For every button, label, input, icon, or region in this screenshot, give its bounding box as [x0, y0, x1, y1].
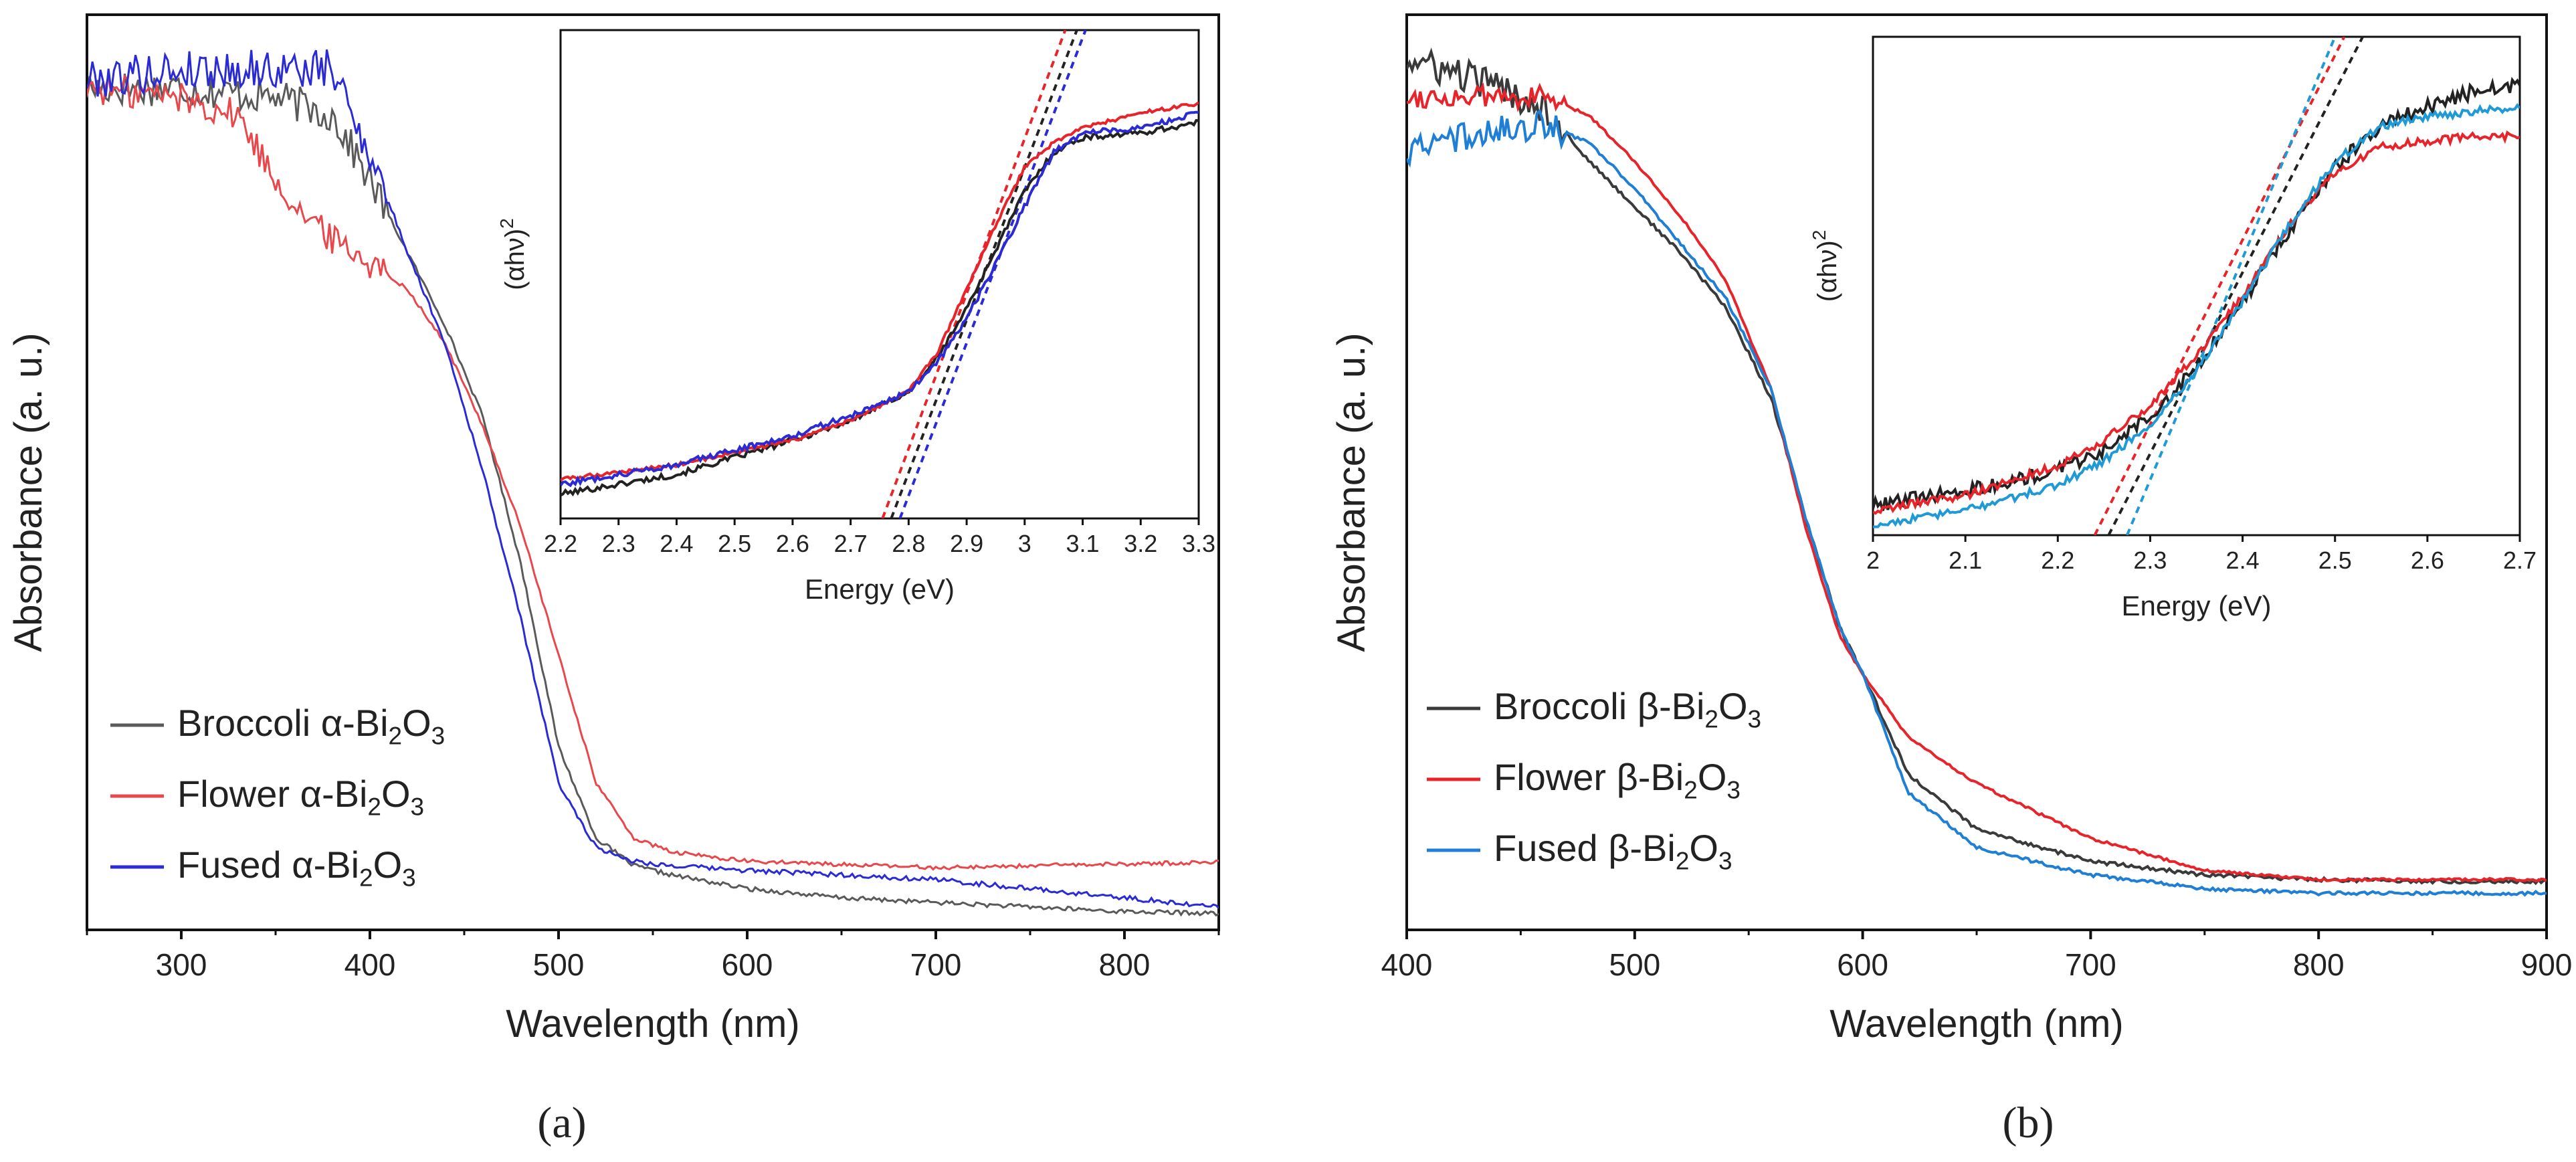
inset-tangent-line-a-1 [881, 30, 1067, 518]
legend-label-b-1-part-1: 2 [1704, 705, 1718, 733]
legend-label-a-3: Fused α-Bi2O3 [177, 844, 416, 891]
y-axis-label-b: Absorbance (a. u.) [1330, 332, 1373, 652]
x-tick-label-a: 500 [533, 947, 585, 982]
legend-label-a-3-part-1: 2 [359, 864, 373, 891]
inset-x-tick-label-b: 2.1 [1949, 547, 1982, 574]
legend-label-b-2: Flower β-Bi2O3 [1494, 756, 1741, 803]
inset-x-tick-label-b: 2 [1866, 547, 1880, 574]
legend-label-b-1-part-3: 3 [1748, 705, 1762, 733]
x-tick-label-a: 400 [344, 947, 396, 982]
x-tick-label-b: 400 [1381, 947, 1433, 982]
panel-b: 400 500 600 700 800 900 Wavelength (nm) Absorba… [1330, 13, 2573, 1046]
legend-label-b-1-part-2: O [1718, 685, 1748, 727]
legend-label-a-1-part-1: 2 [389, 722, 403, 749]
legend-label-b-2-part-1: 2 [1684, 776, 1698, 803]
inset-y-axis-label-main-b: (αhν) [1813, 240, 1842, 302]
legend-label-a-1: Broccoli α-Bi2O3 [177, 702, 445, 749]
inset-x-tick-label-b: 2.7 [2503, 547, 2537, 574]
legend-label-a-3-part-3: 3 [402, 864, 416, 891]
inset-x-tick-label-a: 2.3 [602, 530, 635, 557]
legend-label-b-1: Broccoli β-Bi2O3 [1494, 685, 1761, 733]
series-line-b-3 [1407, 109, 2547, 897]
legend-label-a-1-part-3: 3 [431, 722, 445, 749]
inset-x-axis-label-a: Energy (eV) [805, 573, 955, 605]
x-tick-label-a: 700 [910, 947, 962, 982]
inset-x-tick-label-b: 2.4 [2226, 547, 2260, 574]
inset-x-tick-label-a: 3.3 [1182, 530, 1215, 557]
inset-x-tick-label-a: 2.4 [660, 530, 693, 557]
inset-x-tick-label-b: 2.6 [2411, 547, 2444, 574]
inset-x-tick-label-b: 2.5 [2318, 547, 2352, 574]
series-line-b-1 [1407, 47, 2547, 886]
legend-label-a-2-part-0: Flower α-Bi [177, 773, 367, 815]
x-axis-label-b: Wavelength (nm) [1829, 1002, 2123, 1046]
legend-label-a-2-part-3: 3 [411, 793, 425, 820]
legend-label-a-2-part-1: 2 [367, 793, 381, 820]
legend-label-b-1-part-0: Broccoli β-Bi [1494, 685, 1704, 727]
inset-x-axis-label-b: Energy (eV) [2121, 590, 2271, 621]
legend-label-b-2-part-2: O [1698, 756, 1727, 798]
x-tick-label-b: 700 [2065, 947, 2116, 982]
inset-x-tick-label-a: 2.6 [776, 530, 809, 557]
inset-tangent-line-b-1 [2093, 37, 2346, 535]
legend-label-b-3-part-0: Fused β-Bi [1494, 827, 1676, 869]
x-tick-label-b: 500 [1609, 947, 1660, 982]
inset-x-tick-label-a: 3 [1018, 530, 1031, 557]
inset-series-line-a-3 [561, 110, 1199, 488]
panel-label-a: (a) [537, 1098, 586, 1147]
x-tick-label-b: 600 [1837, 947, 1888, 982]
series-line-a-1 [87, 73, 1219, 917]
inset-x-tick-label-b: 2.2 [2041, 547, 2074, 574]
inset-frame-a [559, 29, 1200, 520]
y-axis-label-a: Absorbance (a. u.) [7, 332, 50, 652]
x-axis-label-a: Wavelength (nm) [506, 1002, 799, 1046]
inset-series-line-b-3 [1873, 103, 2520, 528]
legend-label-b-3-part-1: 2 [1676, 847, 1690, 874]
series-line-b-2 [1407, 82, 2547, 883]
legend-label-b-2-part-3: 3 [1726, 776, 1741, 803]
inset-y-axis-label-exp-b: 2 [1809, 230, 1829, 241]
x-tick-label-a: 600 [722, 947, 773, 982]
inset-y-axis-label-a: (αhν)2 [496, 218, 530, 290]
legend-label-b-3: Fused β-Bi2O3 [1494, 827, 1732, 874]
inset-y-axis-label-main-a: (αhν) [500, 229, 530, 290]
inset-y-axis-label-exp-a: 2 [496, 218, 517, 229]
inset-x-tick-label-b: 2.3 [2133, 547, 2167, 574]
panel-label-b: (b) [2003, 1098, 2054, 1147]
inset-x-tick-label-a: 2.5 [718, 530, 751, 557]
inset-x-tick-label-a: 2.9 [950, 530, 983, 557]
inset-tangent-line-a-2 [890, 30, 1078, 518]
legend-label-b-3-part-2: O [1689, 827, 1718, 869]
series-line-a-3 [87, 49, 1219, 909]
legend-label-b-2-part-0: Flower β-Bi [1494, 756, 1684, 798]
x-tick-label-a: 300 [156, 947, 207, 982]
inset-y-axis-label-b: (αhν)2 [1809, 230, 1842, 302]
series-line-a-2 [87, 74, 1219, 871]
inset-x-tick-label-a: 2.2 [544, 530, 577, 557]
legend-label-b-3-part-3: 3 [1718, 847, 1732, 874]
x-tick-label-a: 800 [1099, 947, 1151, 982]
legend-label-a-3-part-2: O [373, 844, 403, 886]
legend-label-a-2-part-2: O [381, 773, 411, 815]
legend-label-a-1-part-0: Broccoli α-Bi [177, 702, 389, 744]
inset-tangent-line-b-2 [2107, 37, 2364, 535]
inset-tangent-line-b-3 [2126, 37, 2337, 535]
x-tick-label-b: 800 [2293, 947, 2345, 982]
inset-series-line-b-2 [1873, 130, 2520, 515]
panel-a: 300 400 500 600 700 800 Wavelength (nm) Absorba… [7, 13, 1220, 1046]
inset-x-tick-label-a: 2.7 [834, 530, 868, 557]
inset-x-tick-label-a: 2.8 [892, 530, 925, 557]
x-tick-label-b: 900 [2521, 947, 2573, 982]
legend-label-a-2: Flower α-Bi2O3 [177, 773, 424, 820]
legend-label-a-3-part-0: Fused α-Bi [177, 844, 359, 886]
inset-x-tick-label-a: 3.2 [1124, 530, 1157, 557]
legend-label-a-1-part-2: O [402, 702, 431, 744]
inset-x-tick-label-a: 3.1 [1066, 530, 1100, 557]
inset-tangent-line-a-3 [898, 30, 1087, 518]
